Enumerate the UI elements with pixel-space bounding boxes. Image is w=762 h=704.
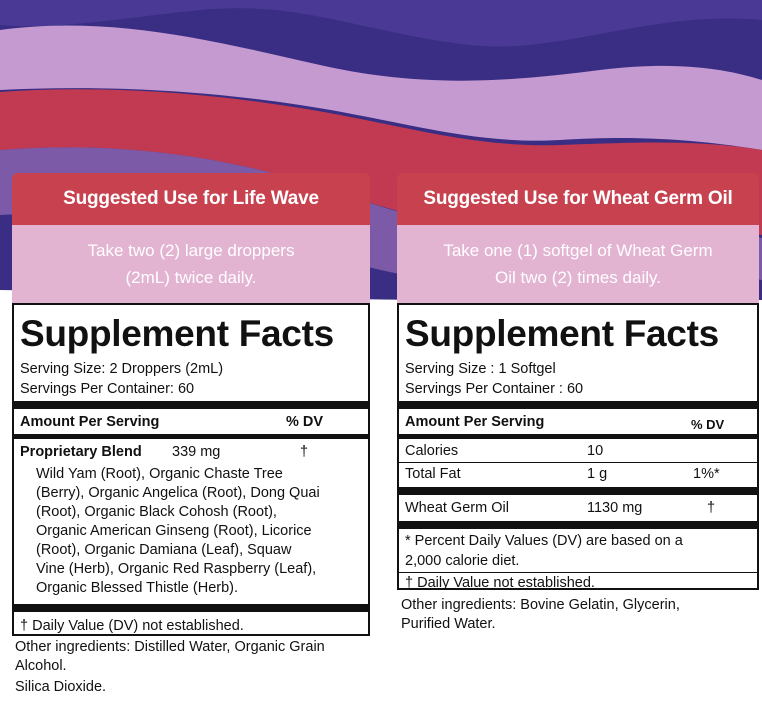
left-divider-thick — [14, 401, 368, 409]
right-row-name: Calories — [405, 443, 459, 459]
right-divider-thin-2 — [399, 572, 757, 573]
left-ingredient-line: Wild Yam (Root), Organic Chaste Tree — [36, 466, 283, 482]
left-ingredient-line: Organic American Ginseng (Root), Licoric… — [36, 523, 312, 539]
left-ingredient-line: (Root), Organic Black Cohosh (Root), — [36, 504, 277, 520]
left-ingredient-line: (Root), Organic Damiana (Leaf), Squaw — [36, 542, 292, 558]
right-row-dv: † — [707, 500, 716, 516]
left-servings-per-container: Servings Per Container: 60 — [20, 381, 195, 397]
right-other-line1: Other ingredients: Bovine Gelatin, Glyce… — [401, 597, 680, 613]
left-other-line2: Alcohol. — [15, 658, 67, 674]
left-use-title: Suggested Use for Life Wave — [63, 188, 319, 209]
wave-lilac — [0, 25, 762, 151]
right-amount-header: Amount Per Serving — [405, 414, 545, 430]
right-facts-title: Supplement Facts — [405, 313, 719, 354]
right-footnote1-line2: 2,000 calorie diet. — [405, 553, 520, 569]
right-row-amount: 1130 mg — [587, 500, 643, 516]
left-use-line1: Take two (2) large droppers — [87, 241, 295, 260]
right-divider-thick-2 — [399, 487, 757, 495]
right-dv-header: % DV — [691, 416, 725, 432]
wave-purple-top — [0, 0, 762, 47]
left-amount-header-row: Amount Per Serving % DV — [14, 411, 368, 433]
right-supplement-facts-panel: Supplement Facts Serving Size : 1 Softge… — [397, 303, 759, 591]
right-footnote1: * Percent Daily Values (DV) are based on… — [399, 531, 757, 571]
right-row-name: Total Fat — [405, 466, 461, 482]
left-other-line1: Other ingredients: Distilled Water, Orga… — [15, 639, 325, 655]
left-divider-bottom — [14, 604, 368, 612]
left-amount-header: Amount Per Serving — [20, 414, 160, 430]
right-row-wheat-germ-oil: Wheat Germ Oil 1130 mg † — [399, 497, 757, 519]
left-ingredient-line: (Berry), Organic Angelica (Root), Dong Q… — [36, 485, 320, 501]
left-blend-name: Proprietary Blend — [20, 444, 142, 460]
right-row-dv: 1%* — [693, 466, 720, 482]
right-other-ingredients: Other ingredients: Bovine Gelatin, Glyce… — [401, 596, 680, 634]
left-facts-title: Supplement Facts — [20, 313, 334, 354]
right-use-header: Suggested Use for Wheat Germ Oil — [397, 173, 759, 225]
right-divider-thick-3 — [399, 521, 757, 529]
left-footnote: † Daily Value (DV) not established. — [20, 618, 244, 634]
right-amount-header-row: Amount Per Serving % DV — [399, 411, 757, 433]
right-use-line1: Take one (1) softgel of Wheat Germ — [443, 241, 713, 260]
right-other-line2: Purified Water. — [401, 616, 496, 632]
right-row-total-fat: Total Fat 1 g 1%* — [399, 463, 757, 485]
right-use-line2: Oil two (2) times daily. — [495, 268, 661, 287]
right-divider-medium — [399, 434, 757, 439]
right-divider-thin — [399, 462, 757, 463]
right-row-amount: 10 — [587, 443, 604, 459]
left-serving-size: Serving Size: 2 Droppers (2mL) — [20, 361, 224, 377]
left-blend-dv: † — [300, 444, 309, 460]
right-row-amount: 1 g — [587, 466, 608, 482]
left-divider-medium — [14, 434, 368, 439]
left-use-body: Take two (2) large droppers (2mL) twice … — [12, 225, 370, 303]
left-blend-row: Proprietary Blend 339 mg † — [14, 441, 368, 463]
right-divider-thick — [399, 401, 757, 409]
left-ingredients-list: Wild Yam (Root), Organic Chaste Tree (Be… — [14, 463, 368, 602]
right-row-calories: Calories 10 — [399, 440, 757, 462]
right-row-name: Wheat Germ Oil — [405, 500, 509, 516]
left-supplement-facts-panel: Supplement Facts Serving Size: 2 Dropper… — [12, 303, 370, 636]
left-other-ingredients: Other ingredients: Distilled Water, Orga… — [15, 638, 325, 697]
right-use-body: Take one (1) softgel of Wheat Germ Oil t… — [397, 225, 759, 303]
right-use-title: Suggested Use for Wheat Germ Oil — [423, 188, 733, 209]
left-use-line2: (2mL) twice daily. — [125, 268, 257, 287]
right-serving-size: Serving Size : 1 Softgel — [405, 361, 556, 377]
right-servings-per-container: Servings Per Container : 60 — [405, 381, 584, 397]
left-other-line3: Silica Dioxide. — [15, 679, 107, 695]
left-use-header: Suggested Use for Life Wave — [12, 173, 370, 225]
left-blend-amount: 339 mg — [172, 444, 221, 460]
left-ingredient-line: Vine (Herb), Organic Red Raspberry (Leaf… — [36, 561, 317, 577]
left-dv-header: % DV — [286, 414, 324, 430]
right-footnote2: † Daily Value not established. — [405, 575, 595, 591]
right-footnote1-line1: * Percent Daily Values (DV) are based on… — [405, 533, 683, 549]
left-ingredient-line: Organic Blessed Thistle (Herb). — [36, 580, 239, 596]
